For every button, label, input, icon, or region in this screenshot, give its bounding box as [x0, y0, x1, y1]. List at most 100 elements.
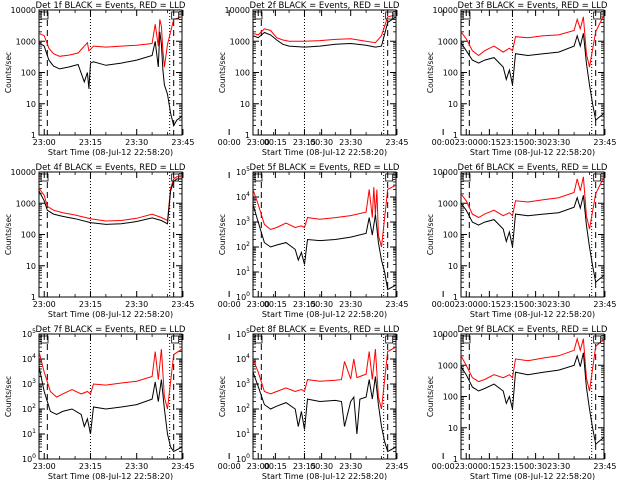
y-tick-label: 103: [236, 216, 250, 227]
y-axis-label: Counts/sec: [218, 52, 227, 93]
y-tick-label: 10000: [433, 330, 458, 339]
panel-2: Det 2f BLACK = Events, RED = LLD11010010…: [218, 1, 547, 157]
x-tick-label: 23:00: [247, 462, 270, 471]
series-lld-line: [253, 347, 396, 409]
x-tick-label: 23:00: [247, 300, 270, 309]
y-axis-label: Counts/sec: [4, 214, 13, 255]
x-axis-label: Start Time (08-Jul-12 22:58:20): [470, 472, 595, 480]
y-tick-label: 100: [21, 69, 36, 78]
x-tick-label: 23:00: [247, 138, 270, 147]
series-lld-line: [39, 349, 182, 409]
x-tick-label: 23:00: [455, 138, 478, 147]
series-events-line: [461, 353, 604, 444]
x-tick-label: 00:30: [524, 300, 547, 309]
x-tick-label: 23:30: [125, 462, 148, 471]
series-events-line: [39, 32, 182, 126]
y-tick-label: 102: [236, 241, 250, 252]
series-events-line: [253, 205, 396, 290]
y-tick-label: 10: [448, 424, 458, 433]
panel-7: Det 7f BLACK = Events, RED = LLD10010110…: [4, 325, 333, 480]
x-tick-label: 23:15: [501, 138, 524, 147]
series-lld-line: [461, 339, 604, 391]
y-tick-label: 10000: [11, 6, 36, 15]
series-lld-line: [39, 17, 182, 67]
x-tick-label: 00:30: [524, 138, 547, 147]
y-tick-label: 10000: [433, 6, 458, 15]
y-tick-label: 10: [448, 262, 458, 271]
x-tick-label: 23:15: [501, 300, 524, 309]
x-tick-label: 23:15: [293, 462, 316, 471]
x-tick-label: 23:45: [593, 138, 616, 147]
x-tick-label: 23:45: [171, 462, 194, 471]
panel-4: Det 4f BLACK = Events, RED = LLD11010010…: [4, 163, 333, 319]
x-tick-label: 23:45: [171, 138, 194, 147]
x-axis-label: Start Time (08-Jul-12 22:58:20): [470, 148, 595, 157]
series-lld-line: [39, 177, 182, 221]
panel-9: Det 9f BLACK = Events, RED = LLD11010010…: [426, 325, 640, 480]
x-tick-label: 23:45: [171, 300, 194, 309]
x-tick-label: 23:15: [501, 462, 524, 471]
y-axis-label: Counts/sec: [4, 52, 13, 93]
x-tick-label: 00:30: [524, 462, 547, 471]
x-axis-label: Start Time (08-Jul-12 22:58:20): [262, 148, 387, 157]
x-tick-label: 23:30: [339, 138, 362, 147]
flag-box-right: [594, 12, 601, 19]
y-tick-label: 1000: [230, 37, 250, 46]
y-tick-label: 1000: [438, 361, 458, 370]
x-axis-label: Start Time (08-Jul-12 22:58:20): [470, 310, 595, 319]
series-events-line: [461, 195, 604, 282]
panel-3: Det 3f BLACK = Events, RED = LLD11010010…: [426, 1, 640, 157]
x-tick-label: 23:30: [547, 138, 570, 147]
x-tick-label: 00:15: [478, 138, 501, 147]
x-tick-label: 00:00: [432, 300, 455, 309]
x-tick-label: 23:00: [33, 300, 56, 309]
x-tick-label: 00:00: [432, 138, 455, 147]
x-axis-label: Start Time (08-Jul-12 22:58:20): [262, 472, 387, 480]
y-axis-label: Counts/sec: [218, 376, 227, 417]
flag-box-right: [386, 174, 393, 181]
x-tick-label: 23:30: [125, 138, 148, 147]
y-tick-label: 103: [236, 378, 250, 389]
x-tick-label: 23:30: [125, 300, 148, 309]
x-tick-label: 00:15: [478, 300, 501, 309]
y-tick-label: 105: [236, 166, 250, 177]
y-axis-label: Counts/sec: [218, 214, 227, 255]
axes-frame: [39, 10, 182, 135]
x-tick-label: 23:00: [33, 462, 56, 471]
y-tick-label: 104: [236, 191, 250, 202]
series-lld-line: [461, 15, 604, 67]
x-axis-label: Start Time (08-Jul-12 22:58:20): [48, 148, 173, 157]
x-tick-label: 23:15: [79, 462, 102, 471]
x-tick-label: 23:45: [593, 462, 616, 471]
y-tick-label: 101: [22, 428, 36, 439]
x-tick-label: 00:00: [218, 138, 241, 147]
flag-box-right: [386, 336, 393, 343]
panel-8: Det 8f BLACK = Events, RED = LLD10010110…: [218, 325, 547, 480]
axes-frame: [461, 334, 604, 459]
x-tick-label: 23:30: [547, 462, 570, 471]
y-tick-label: 100: [443, 393, 458, 402]
y-tick-label: 100: [21, 231, 36, 240]
series-lld-line: [461, 177, 604, 229]
y-axis-label: Counts/sec: [426, 214, 435, 255]
x-tick-label: 23:15: [293, 300, 316, 309]
x-tick-label: 23:30: [339, 300, 362, 309]
y-tick-label: 10: [240, 100, 250, 109]
flag-box-right: [594, 336, 601, 343]
series-lld-line: [253, 185, 396, 247]
axes-frame: [461, 10, 604, 135]
panel-5: Det 5f BLACK = Events, RED = LLD10010110…: [218, 163, 547, 319]
x-tick-label: 00:00: [432, 462, 455, 471]
x-tick-label: 23:30: [547, 300, 570, 309]
x-axis-label: Start Time (08-Jul-12 22:58:20): [48, 310, 173, 319]
x-tick-label: 23:15: [79, 300, 102, 309]
x-tick-label: 23:00: [33, 138, 56, 147]
y-tick-label: 104: [236, 353, 250, 364]
series-events-line: [39, 367, 182, 452]
y-axis-label: Counts/sec: [426, 52, 435, 93]
x-tick-label: 23:45: [385, 138, 408, 147]
flag-box-right: [172, 336, 179, 343]
axes-frame: [461, 172, 604, 297]
x-tick-label: 23:45: [385, 462, 408, 471]
